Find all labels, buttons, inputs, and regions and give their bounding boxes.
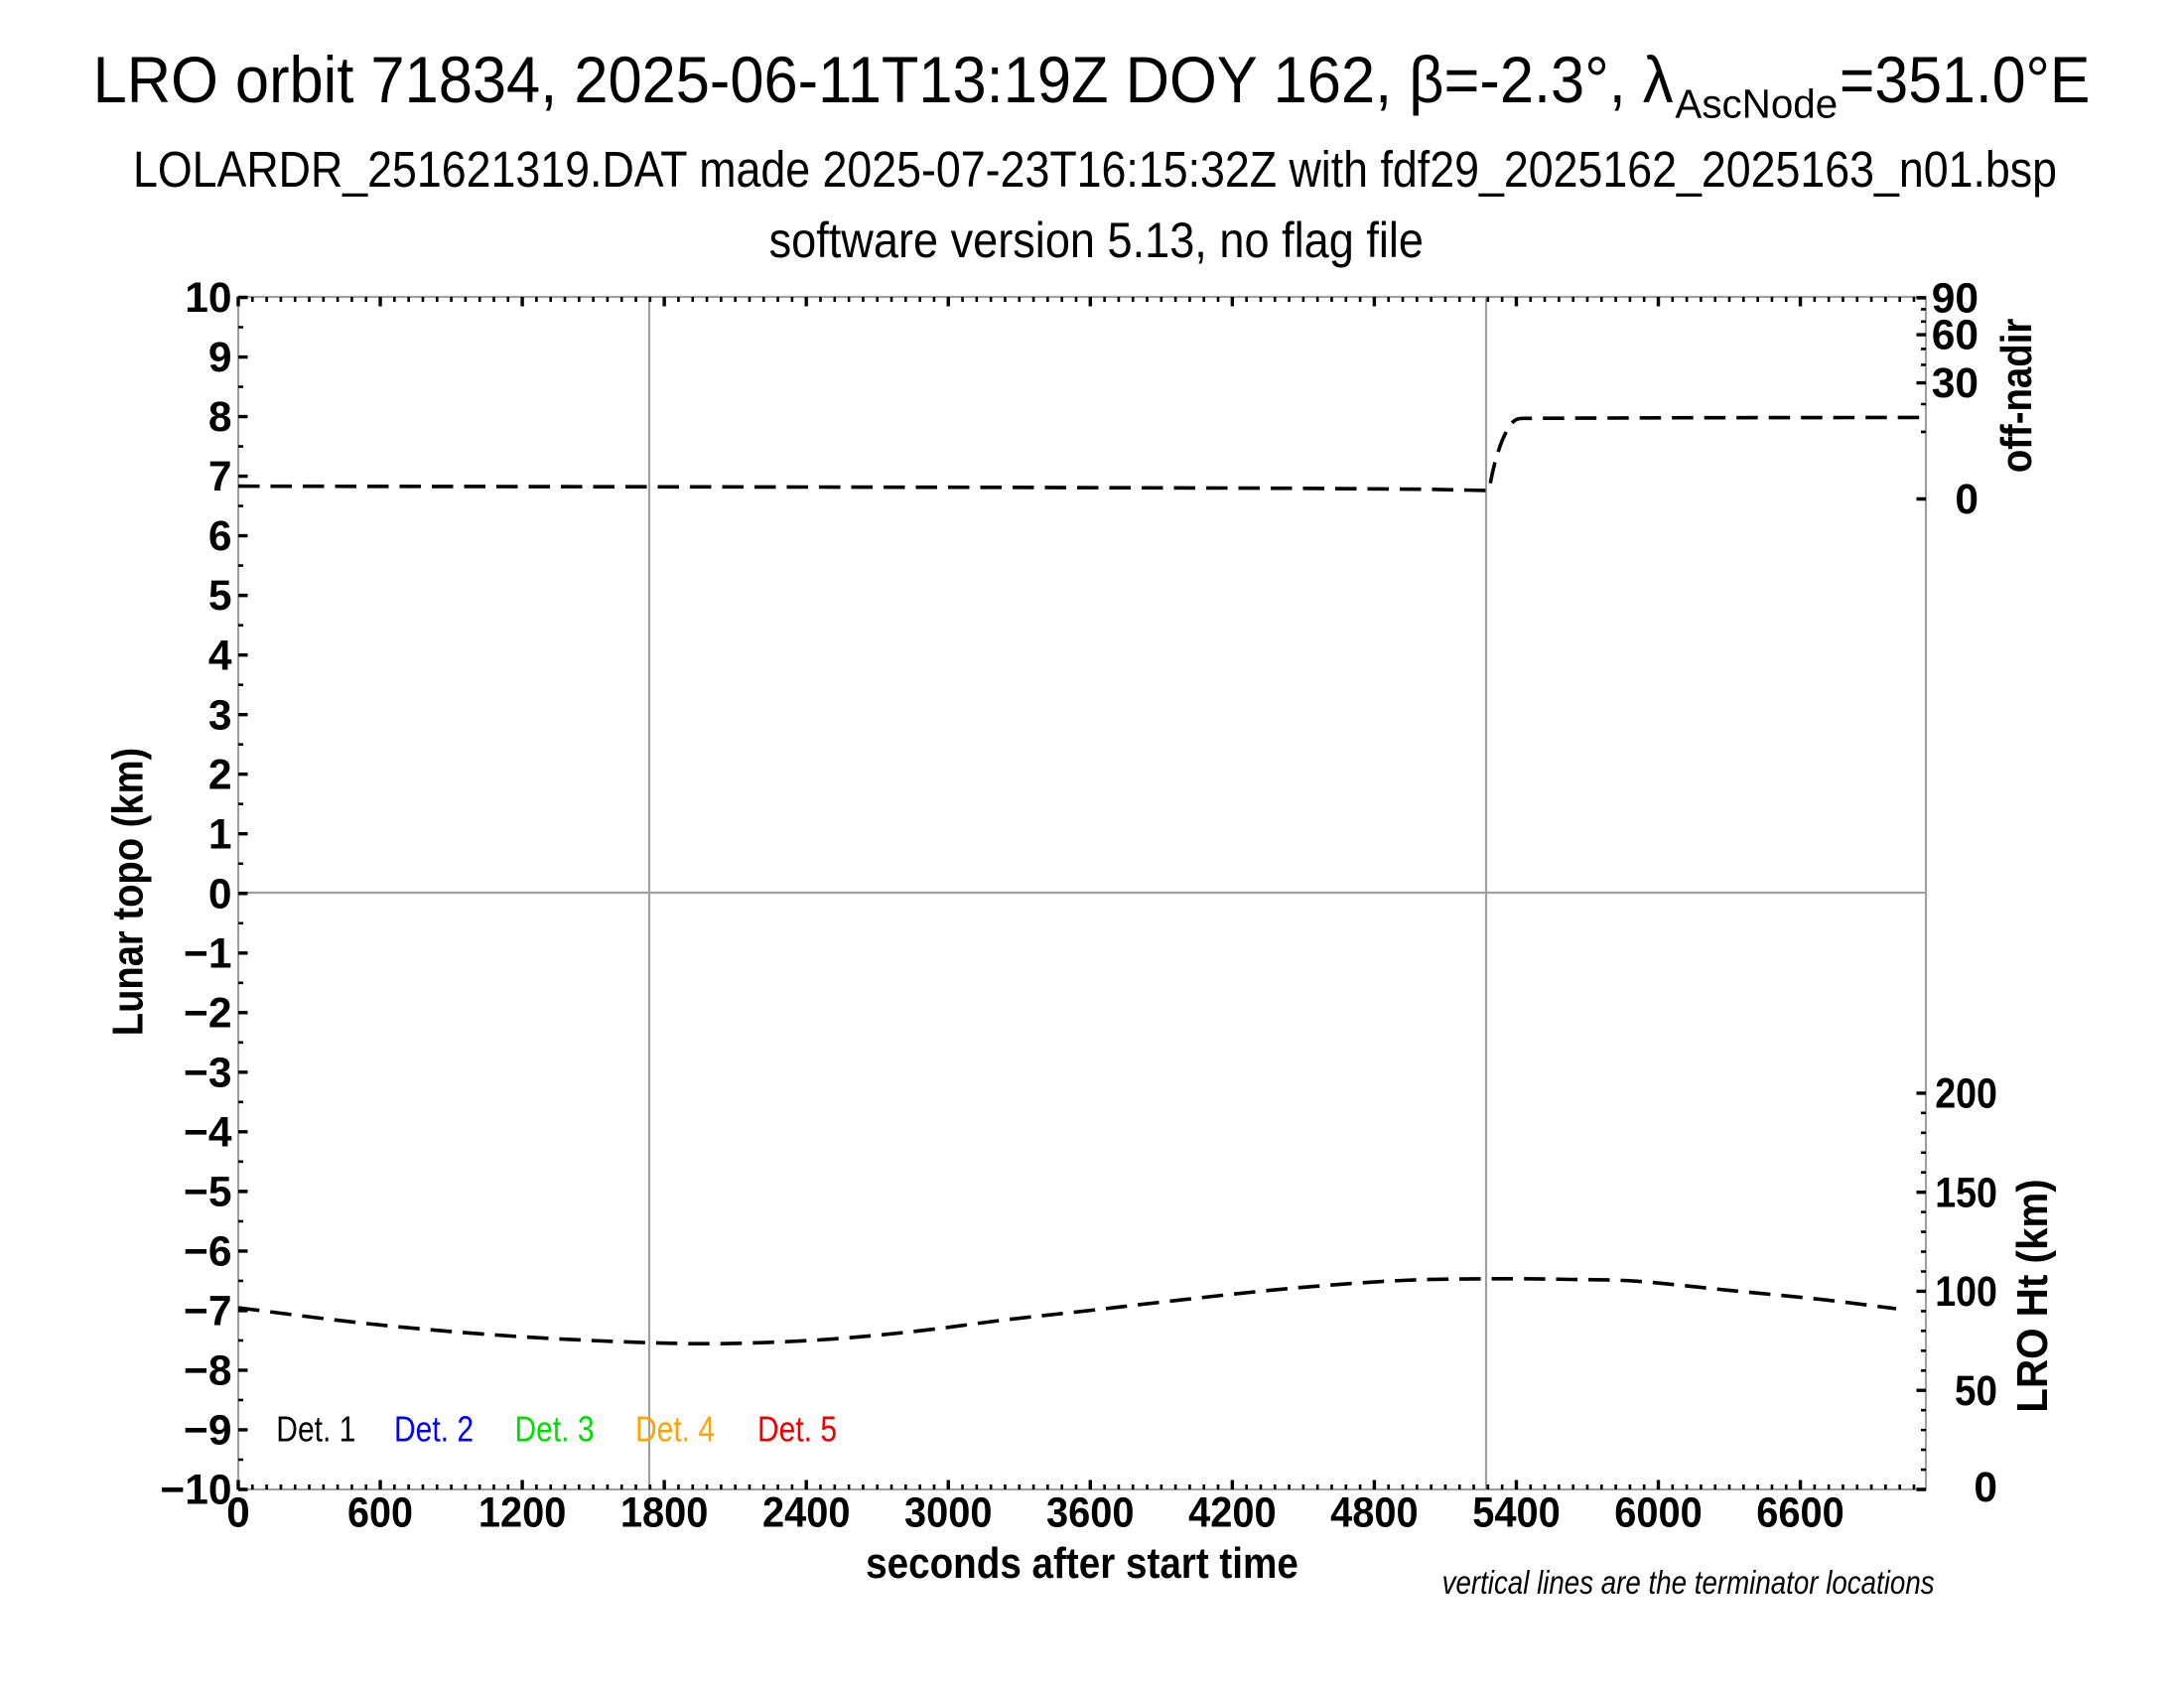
svg-text:0: 0 [226,1490,250,1537]
svg-text:4: 4 [208,633,232,679]
svg-text:−5: −5 [184,1169,231,1215]
svg-text:10: 10 [185,275,231,322]
svg-text:seconds after start time: seconds after start time [866,1540,1298,1588]
svg-text:Det. 4: Det. 4 [635,1409,715,1450]
svg-text:8: 8 [208,394,232,441]
svg-text:LRO Ht (km): LRO Ht (km) [2009,1179,2057,1413]
svg-text:LRO orbit 71834, 2025-06-11T13: LRO orbit 71834, 2025-06-11T13:19Z DOY 1… [93,44,1674,116]
svg-text:−9: −9 [184,1408,231,1455]
svg-text:4800: 4800 [1330,1490,1419,1537]
svg-text:off-nadir: off-nadir [1993,319,2041,474]
svg-text:150: 150 [1935,1170,1997,1216]
svg-text:Det. 2: Det. 2 [394,1409,474,1450]
svg-text:200: 200 [1935,1071,1997,1118]
svg-text:3600: 3600 [1046,1490,1135,1537]
svg-text:6600: 6600 [1756,1490,1844,1537]
svg-text:1: 1 [208,811,232,858]
svg-text:9: 9 [208,335,232,381]
svg-text:−6: −6 [184,1229,231,1276]
svg-text:7: 7 [208,454,232,500]
svg-text:60: 60 [1932,313,1979,359]
svg-text:−8: −8 [184,1348,231,1395]
svg-text:Lunar topo (km): Lunar topo (km) [105,748,153,1037]
svg-text:−2: −2 [184,990,231,1037]
svg-text:Det. 1: Det. 1 [276,1409,355,1450]
svg-text:50: 50 [1955,1368,1997,1415]
svg-text:2: 2 [208,752,232,798]
svg-text:−4: −4 [184,1109,232,1156]
svg-text:0: 0 [208,871,232,917]
svg-text:vertical lines are the termina: vertical lines are the terminator locati… [1442,1564,1935,1601]
svg-text:−10: −10 [160,1468,231,1514]
svg-text:1800: 1800 [620,1490,709,1537]
svg-text:100: 100 [1935,1269,1997,1316]
svg-text:AscNode: AscNode [1675,81,1838,127]
svg-text:Det. 3: Det. 3 [515,1409,595,1450]
svg-text:−3: −3 [184,1050,231,1096]
svg-text:LOLARDR_251621319.DAT made 202: LOLARDR_251621319.DAT made 2025-07-23T16… [133,141,2057,198]
svg-text:600: 600 [347,1490,413,1537]
svg-text:5: 5 [208,573,232,620]
svg-text:−1: −1 [184,930,231,977]
svg-text:1200: 1200 [478,1490,567,1537]
svg-text:5400: 5400 [1472,1490,1561,1537]
svg-text:6000: 6000 [1614,1490,1703,1537]
svg-text:−7: −7 [184,1289,231,1336]
svg-text:0: 0 [1974,1465,1997,1511]
svg-text:30: 30 [1932,360,1979,407]
svg-text:3: 3 [208,692,232,739]
svg-text:6: 6 [208,513,232,560]
svg-text:90: 90 [1932,275,1979,322]
svg-text:4200: 4200 [1188,1490,1277,1537]
svg-text:Det. 5: Det. 5 [757,1409,837,1450]
svg-text:0: 0 [1955,477,1979,523]
svg-text:software version 5.13, no flag: software version 5.13, no flag file [769,212,1424,268]
svg-text:=351.0°E: =351.0°E [1840,44,2090,116]
svg-text:2400: 2400 [762,1490,851,1537]
svg-text:3000: 3000 [904,1490,993,1537]
